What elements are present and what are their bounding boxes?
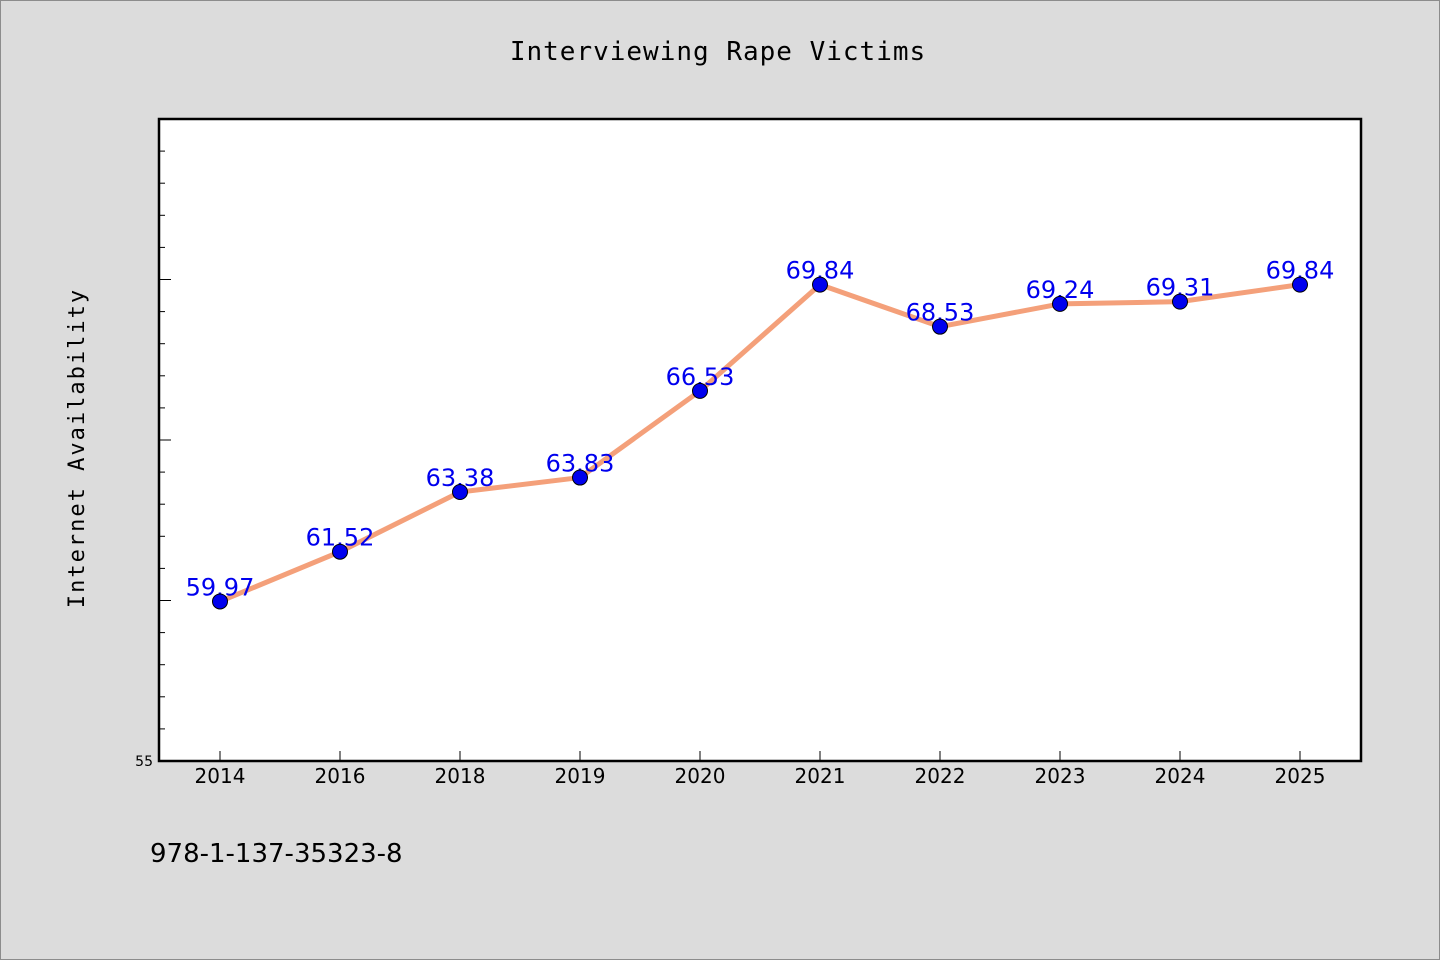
- x-axis-ticks: [219, 751, 1301, 761]
- x-tick-label: 2023: [1035, 764, 1086, 788]
- isbn-text: 978-1-137-35323-8: [150, 839, 403, 869]
- x-tick-label: 2024: [1155, 764, 1206, 788]
- data-point: [1052, 295, 1068, 312]
- data-point: [692, 382, 708, 399]
- x-tick-label: 2025: [1275, 764, 1326, 788]
- series-line: [217, 282, 1303, 604]
- x-tick-label: 2016: [315, 764, 366, 788]
- y-tick-label-min: 55: [135, 754, 153, 770]
- data-point: [332, 543, 348, 560]
- data-point: [1292, 276, 1308, 293]
- data-point: [812, 276, 828, 293]
- data-point: [572, 469, 588, 486]
- x-tick-label: 2021: [795, 764, 846, 788]
- y-axis-label: Internet Availability: [65, 288, 90, 608]
- data-point: [932, 318, 948, 335]
- x-tick-label: 2022: [915, 764, 966, 788]
- data-point-markers: [212, 276, 1308, 610]
- x-axis-tick-labels: 2014 2016 2018 2019 2020 2021 2022 2023 2024 2025: [195, 764, 1326, 788]
- data-point: [452, 484, 468, 501]
- plot-area: [157, 117, 1363, 763]
- y-axis-ticks: [159, 150, 171, 730]
- x-tick-label: 2020: [675, 764, 726, 788]
- data-point: [212, 593, 228, 610]
- chart-title: Interviewing Rape Victims: [510, 37, 926, 67]
- x-tick-label: 2018: [435, 764, 486, 788]
- x-tick-label: 2019: [555, 764, 606, 788]
- data-point: [1172, 293, 1188, 310]
- x-tick-label: 2014: [195, 764, 246, 788]
